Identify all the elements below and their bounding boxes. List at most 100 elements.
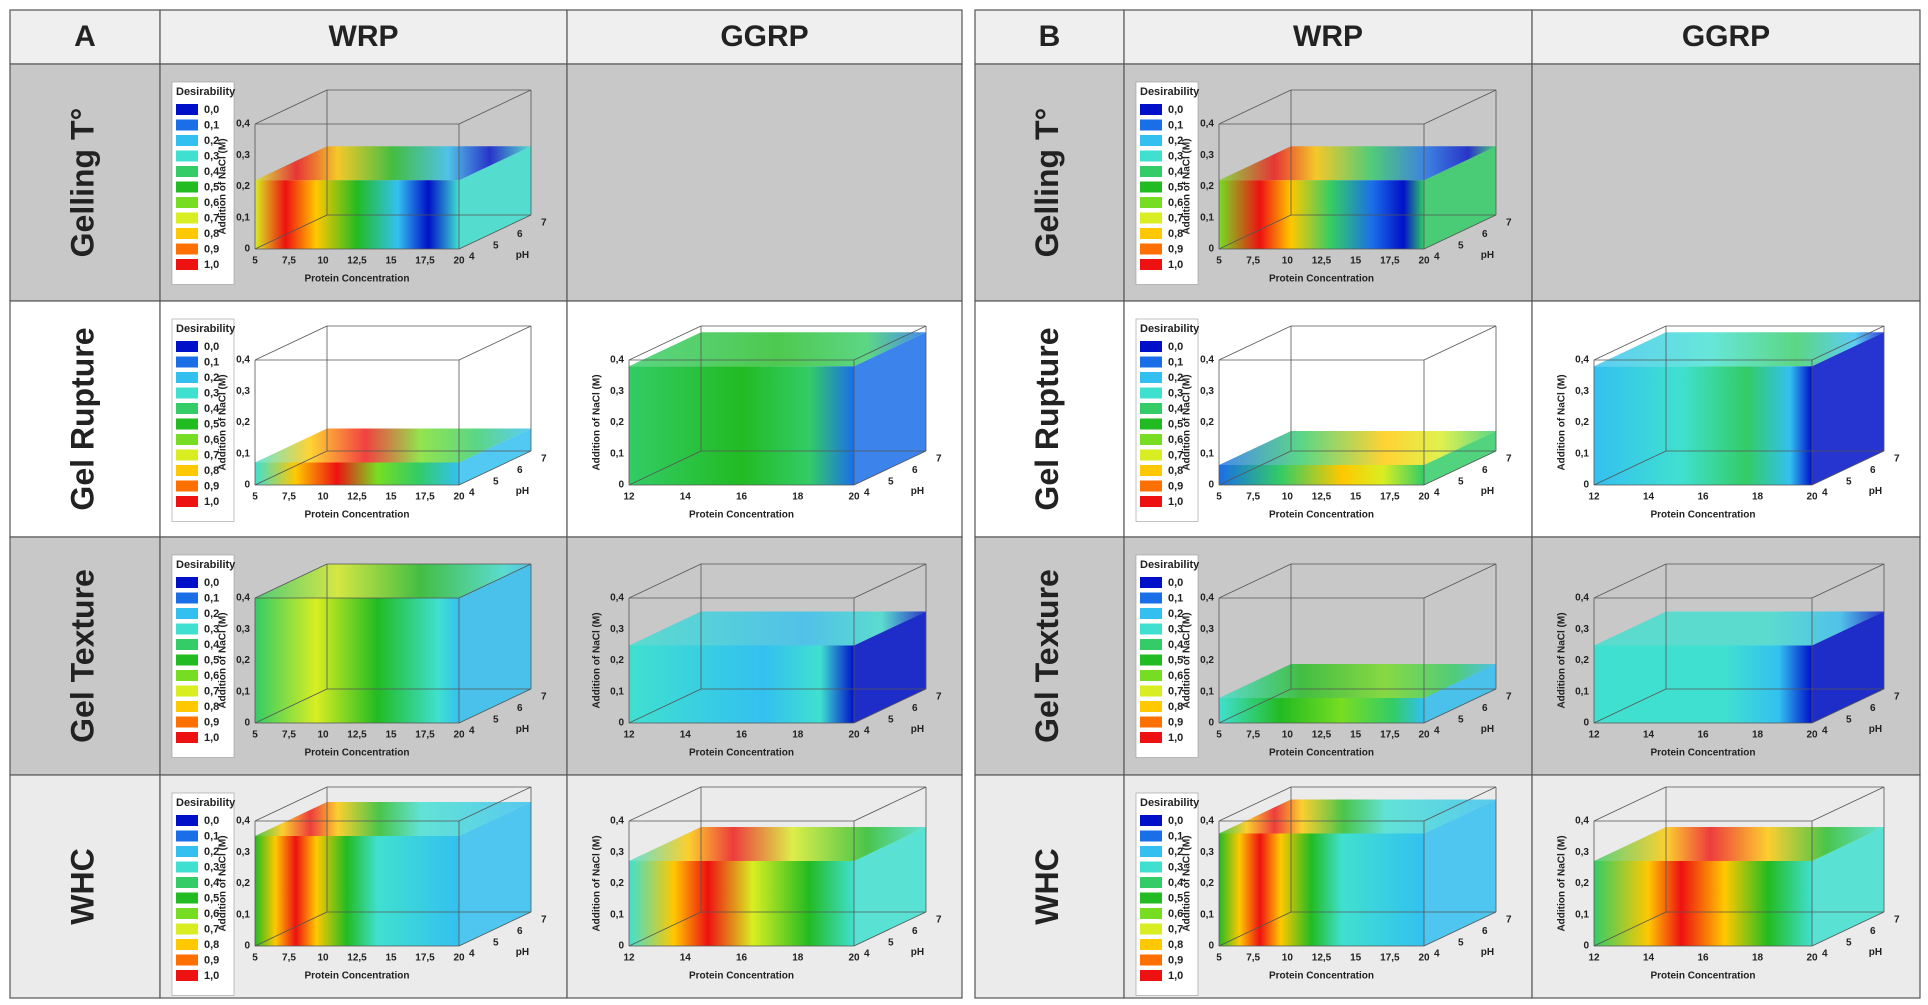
x-tick-label: 18 [792, 953, 804, 964]
x-tick-label: 15 [1350, 256, 1362, 267]
legend-swatch [176, 449, 198, 461]
row-label: Gel Rupture [64, 327, 100, 510]
z-tick-label: 7 [1894, 915, 1900, 926]
y-tick-label: 0,2 [1575, 655, 1589, 666]
y-tick-label: 0 [1583, 718, 1589, 729]
x-tick-label: 10 [1282, 492, 1294, 503]
x-tick-label: 15 [385, 730, 397, 741]
x-tick-label: 14 [680, 953, 692, 964]
x-tick-label: 20 [848, 730, 860, 741]
legend-label: 0,8 [1168, 228, 1183, 240]
z-tick-label: 6 [1870, 703, 1876, 714]
legend-label: 0,7 [1168, 685, 1183, 697]
y-tick-label: 0,4 [236, 119, 250, 130]
legend-swatch [176, 496, 198, 507]
y-tick-label: 0,4 [1575, 593, 1589, 604]
y-tick-label: 0,4 [236, 816, 250, 827]
legend-swatch [1140, 846, 1162, 857]
legend-swatch [1140, 166, 1162, 177]
z-tick-label: 7 [1506, 454, 1512, 465]
row-label: WHC [1029, 848, 1065, 924]
z-tick-label: 6 [517, 703, 523, 714]
x-tick-label: 12,5 [347, 730, 367, 741]
surface-front [1594, 645, 1812, 723]
z-tick-label: 5 [888, 476, 894, 487]
legend-label: 0,2 [1168, 372, 1183, 384]
z-tick-label: 7 [541, 218, 547, 229]
box-edge [1811, 563, 1885, 599]
y-axis-label: Addition of NaCl (M) [1557, 835, 1568, 931]
y-axis-label: Addition of NaCl (M) [1557, 374, 1568, 470]
x-tick-label: 10 [317, 256, 329, 267]
x-axis-label: Protein Concentration [304, 510, 409, 521]
y-tick-label: 0,2 [610, 878, 624, 889]
x-tick-label: 5 [252, 953, 258, 964]
legend-label: 0,5 [204, 892, 219, 904]
x-tick-label: 17,5 [1380, 256, 1400, 267]
box-edge [254, 214, 328, 250]
z-tick-label: 6 [1482, 703, 1488, 714]
legend-title: Desirability [1140, 559, 1200, 571]
x-tick-label: 12 [623, 953, 635, 964]
legend-label: 0,7 [204, 212, 219, 224]
legend-title: Desirability [1140, 797, 1200, 809]
legend-swatch [176, 923, 198, 935]
legend-swatch [1140, 228, 1162, 239]
y-tick-label: 0,1 [1575, 686, 1589, 697]
legend-label: 0,3 [204, 861, 219, 873]
legend-swatch [176, 212, 198, 224]
y-tick-label: 0,1 [1200, 909, 1214, 920]
legend-label: 0,0 [1168, 577, 1183, 589]
column-header: WRP [1293, 20, 1363, 53]
legend-swatch [176, 623, 198, 635]
legend-swatch [176, 197, 198, 208]
surface-front [629, 366, 854, 485]
y-axis-label: Addition of NaCl (M) [1182, 374, 1193, 470]
y-tick-label: 0,3 [610, 847, 624, 858]
legend-swatch [1140, 954, 1162, 966]
z-tick-label: 6 [912, 465, 918, 476]
z-axis-label: pH [911, 947, 924, 958]
legend-label: 0,5 [1168, 654, 1183, 666]
x-tick-label: 20 [848, 953, 860, 964]
box-edge [1218, 563, 1292, 599]
legend-swatch [176, 341, 198, 352]
legend-label: 0,1 [204, 830, 219, 842]
z-tick-label: 4 [469, 949, 475, 960]
column-header: GGRP [720, 20, 808, 53]
x-axis-label: Protein Concentration [1269, 274, 1374, 285]
header-cell [159, 9, 568, 65]
y-tick-label: 0,1 [236, 909, 250, 920]
legend-label: 1,0 [204, 732, 219, 744]
x-tick-label: 10 [1282, 953, 1294, 964]
x-tick-label: 12 [623, 730, 635, 741]
y-tick-label: 0,2 [236, 655, 250, 666]
x-axis-label: Protein Concentration [1650, 971, 1755, 982]
surface-top [1219, 146, 1496, 181]
box-edge [1218, 325, 1292, 361]
box-edge [853, 688, 927, 724]
z-tick-label: 5 [493, 937, 499, 948]
y-axis-label: Addition of NaCl (M) [218, 612, 229, 708]
y-tick-label: 0 [1208, 244, 1214, 255]
legend-label: 0,6 [204, 670, 219, 682]
x-tick-label: 20 [1806, 953, 1818, 964]
y-tick-label: 0,2 [236, 181, 250, 192]
legend-label: 0,9 [204, 480, 219, 492]
legend-swatch [1140, 815, 1162, 826]
box-edge [254, 786, 328, 822]
legend-title: Desirability [176, 797, 236, 809]
legend-swatch [176, 372, 198, 383]
legend-label: 0,0 [204, 577, 219, 589]
z-axis-label: pH [1481, 486, 1494, 497]
box-edge [1423, 450, 1497, 486]
legend-label: 0,6 [1168, 670, 1183, 682]
legend-swatch [1140, 592, 1162, 604]
x-tick-label: 12,5 [1312, 256, 1332, 267]
legend-swatch [1140, 861, 1162, 873]
surface-side [459, 428, 531, 485]
x-tick-label: 12,5 [347, 492, 367, 503]
z-tick-label: 7 [936, 915, 942, 926]
box-edge [1593, 563, 1667, 599]
legend-swatch [1140, 608, 1162, 619]
